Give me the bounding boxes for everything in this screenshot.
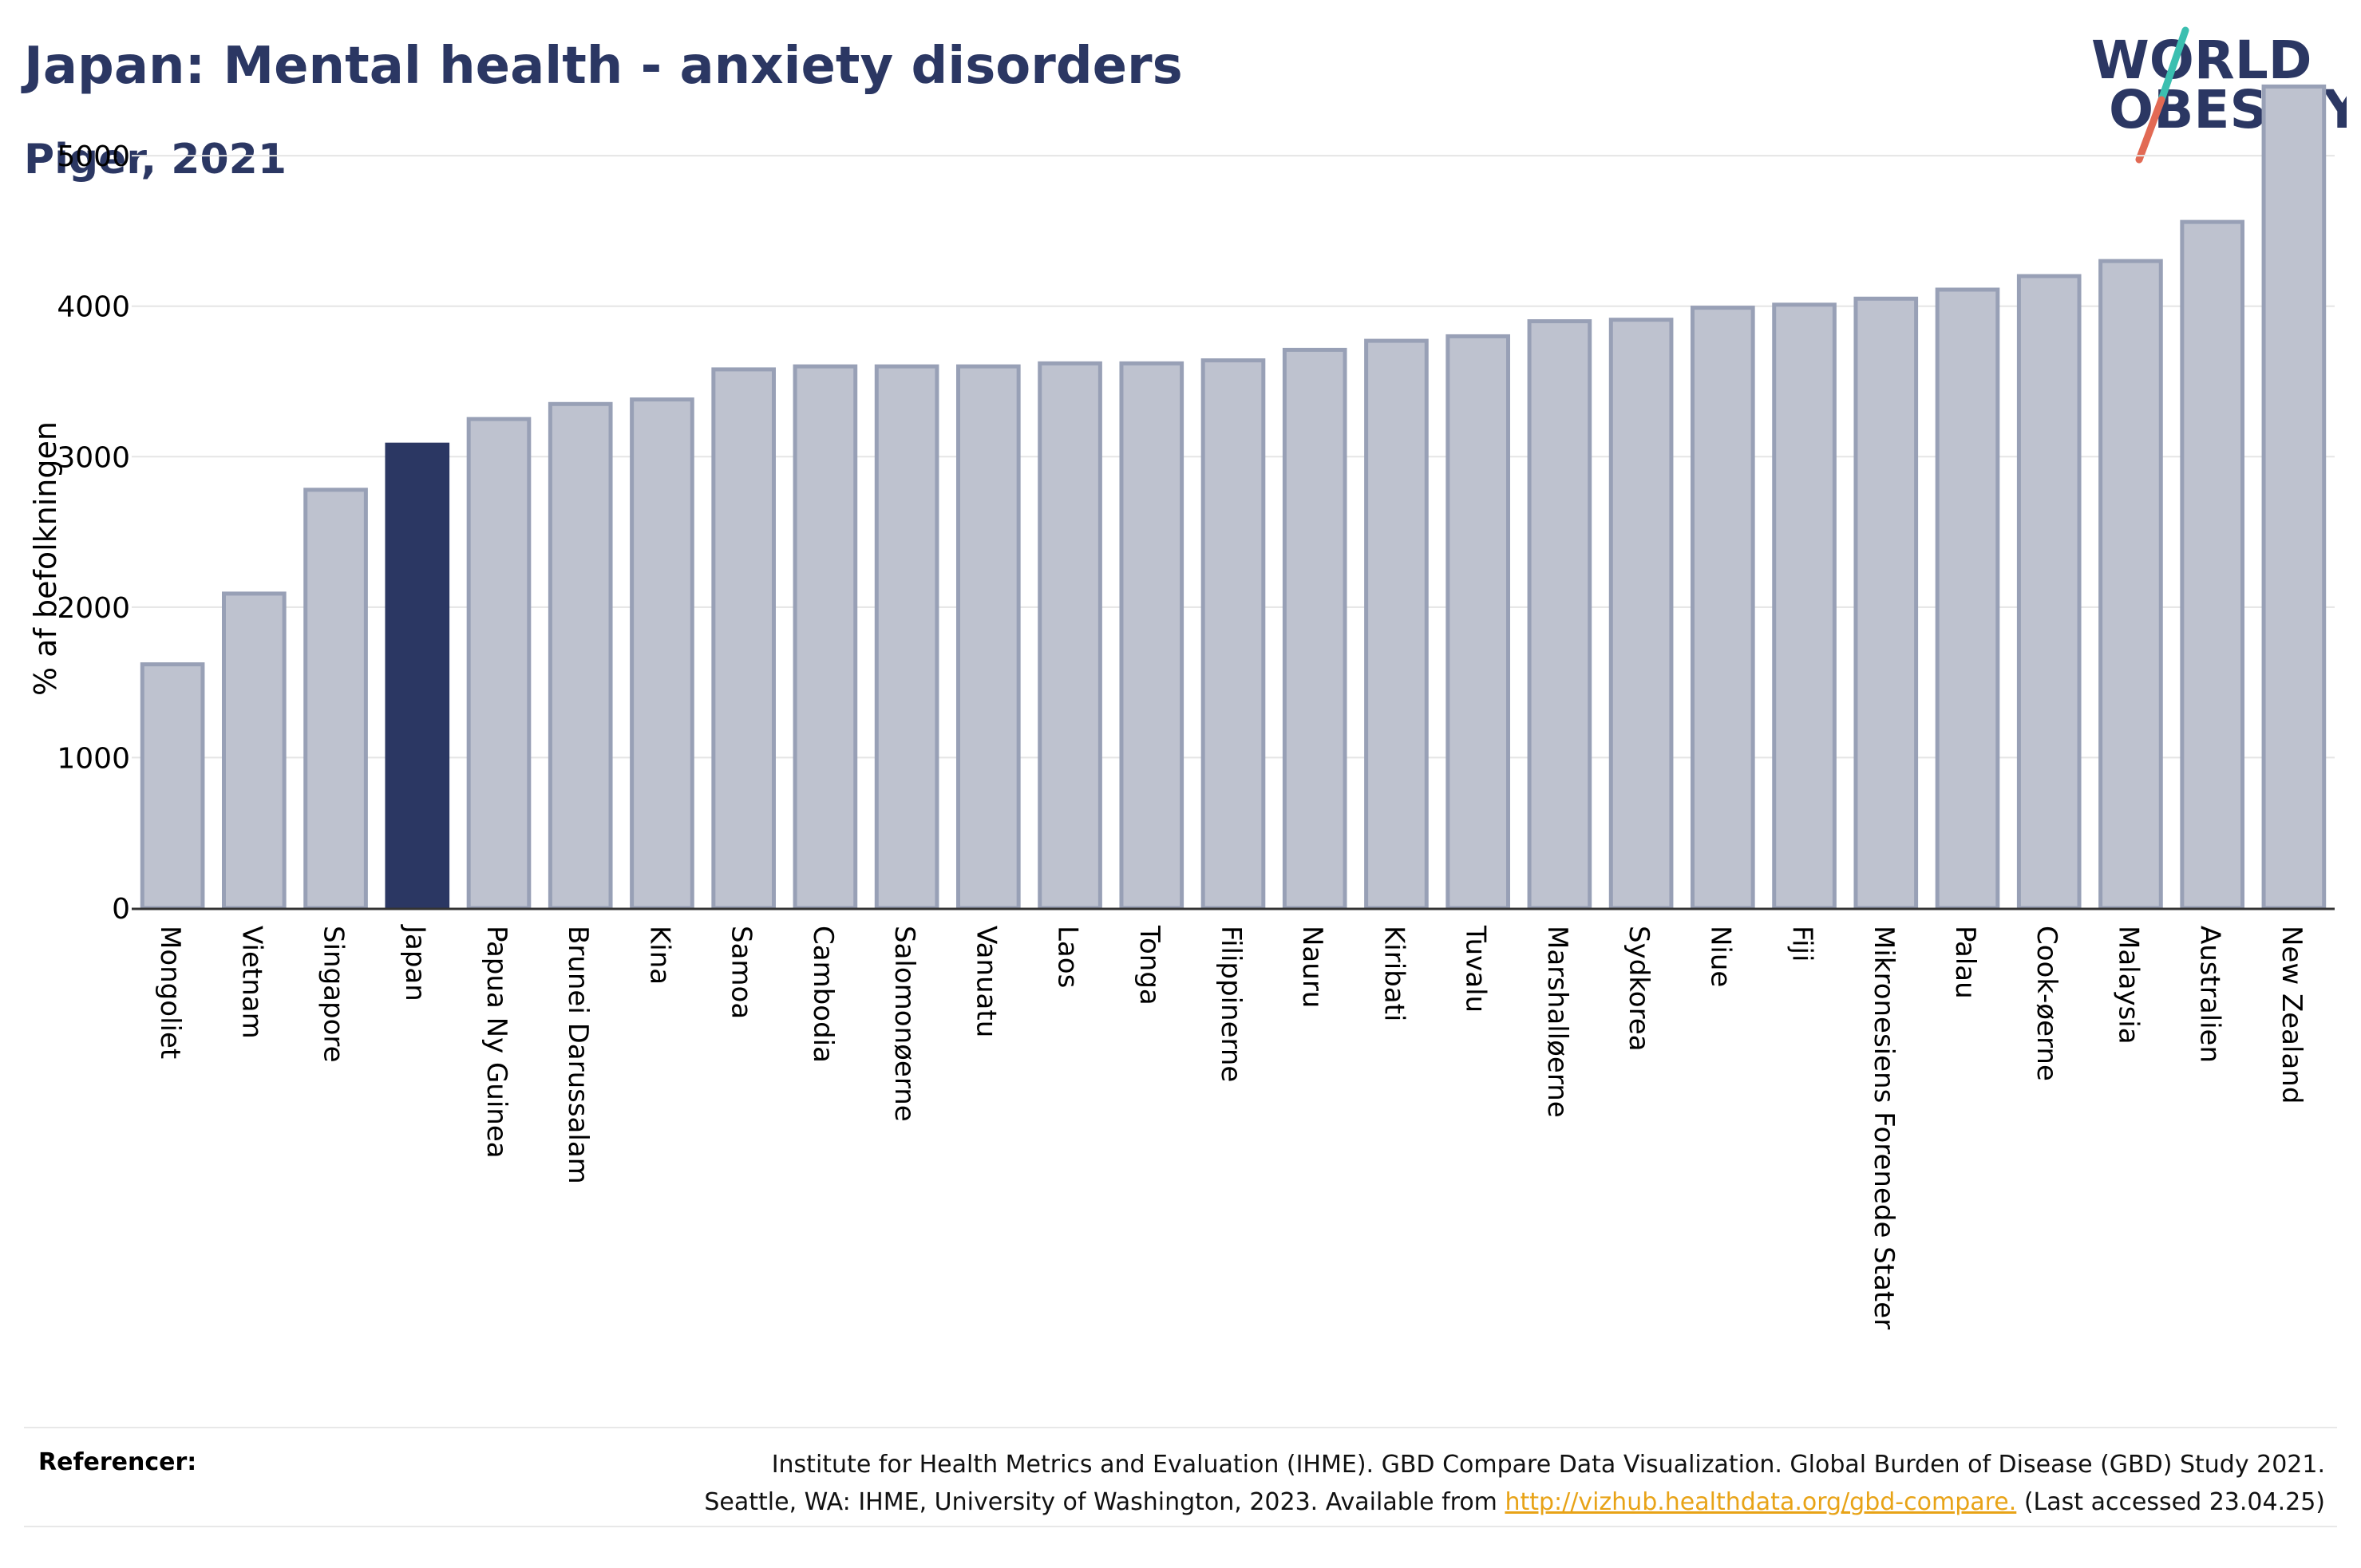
x-tick-label: Japan [399, 924, 431, 1001]
x-tick-label: Mikronesiens Forenede Stater [1868, 926, 1900, 1329]
y-axis-ticks: 0 1000 2000 3000 4000 5000 [57, 140, 130, 926]
x-tick-label: Sydkorea [1623, 926, 1655, 1052]
bar [1608, 318, 1674, 910]
bar [1200, 358, 1266, 910]
references-divider-top [24, 1427, 2337, 1428]
references-line-2: Seattle, WA: IHME, University of Washing… [409, 1483, 2325, 1521]
bars [140, 84, 2327, 910]
x-tick-label: Brunei Darussalam [562, 926, 594, 1184]
x-tick-label: Singapore [318, 926, 350, 1063]
bar [303, 488, 368, 910]
x-axis-ticks: Mongoliet Vietnam Singapore Japan Papua Ny G… [154, 924, 2308, 1329]
bar [1282, 347, 1347, 910]
bar [2016, 274, 2082, 910]
chart-subtitle: Piger, 2021 [24, 136, 287, 184]
x-tick-label: Australien [2194, 926, 2226, 1063]
bar [548, 401, 613, 910]
y-tick-label: 1000 [57, 742, 130, 775]
bar [711, 367, 776, 910]
bar [1853, 296, 1919, 910]
bar [140, 662, 205, 910]
y-tick-label: 4000 [57, 291, 130, 324]
x-tick-label: Cambodia [807, 926, 839, 1063]
bar [1935, 287, 2000, 910]
y-tick-label: 5000 [57, 140, 130, 173]
references-text: Institute for Health Metrics and Evaluat… [409, 1446, 2325, 1521]
x-tick-label: Papua Ny Guinea [481, 926, 512, 1159]
x-tick-label: Filippinerne [1215, 926, 1247, 1082]
bar [874, 364, 939, 910]
bar [2098, 259, 2163, 910]
bar [2180, 219, 2244, 910]
x-tick-label: Tuvalu [1460, 925, 1492, 1013]
bar-chart: 0 1000 2000 3000 4000 5000 Mongoliet Vietnam Si… [28, 84, 2335, 1329]
y-tick-label: 2000 [57, 592, 130, 625]
logo-slash-bottom [2135, 96, 2165, 164]
x-tick-label: Malaysia [2112, 926, 2144, 1045]
bar [793, 364, 858, 910]
x-tick-label: Vanuatu [970, 926, 1002, 1037]
references-line-2-pre: Seattle, WA: IHME, University of Washing… [704, 1488, 1505, 1516]
bar [1038, 361, 1102, 910]
x-tick-label: Cook-øerne [2031, 926, 2062, 1081]
x-tick-label: Vietnam [235, 926, 267, 1039]
chart-title: Japan: Mental health - anxiety disorders [24, 37, 1183, 96]
bar [1527, 319, 1592, 910]
x-tick-label: Mongoliet [154, 926, 186, 1059]
references-link[interactable]: http://vizhub.healthdata.org/gbd-compare… [1505, 1488, 2017, 1516]
bar [1445, 334, 1510, 910]
bar [222, 591, 287, 910]
references-line-2-post: (Last accessed 23.04.25) [2016, 1488, 2325, 1516]
bar [1772, 302, 1837, 910]
x-tick-label: Samoa [726, 926, 757, 1019]
x-tick-label: Tonga [1133, 925, 1165, 1005]
bar [956, 364, 1021, 910]
x-tick-label: New Zealand [2276, 926, 2308, 1104]
x-tick-label: Fiji [1786, 926, 1818, 962]
references-label: Referencer: [38, 1448, 197, 1476]
bar [1119, 361, 1184, 910]
references-line-1: Institute for Health Metrics and Evaluat… [771, 1451, 2325, 1479]
references-divider-bottom [24, 1526, 2337, 1527]
logo-slash-top [2157, 26, 2189, 104]
bar [1691, 306, 1755, 910]
y-tick-label: 0 [112, 893, 130, 926]
x-tick-label: Palau [1949, 926, 1981, 999]
bar [1364, 338, 1429, 910]
bar-highlighted [385, 442, 450, 910]
bar [630, 397, 694, 910]
x-tick-label: Kina [643, 926, 675, 985]
y-axis-label: % af befolkningen [28, 421, 63, 696]
x-tick-label: Marshalløerne [1541, 926, 1573, 1118]
bar [2261, 84, 2327, 910]
x-tick-label: Niue [1704, 926, 1736, 987]
y-tick-label: 3000 [57, 441, 130, 474]
x-tick-label: Kiribati [1378, 926, 1410, 1021]
bar [466, 417, 532, 910]
x-tick-label: Nauru [1296, 926, 1328, 1008]
x-tick-label: Salomonøerne [888, 926, 920, 1122]
x-tick-label: Laos [1052, 926, 1084, 988]
logo-text-world: WORLD [2091, 30, 2312, 91]
